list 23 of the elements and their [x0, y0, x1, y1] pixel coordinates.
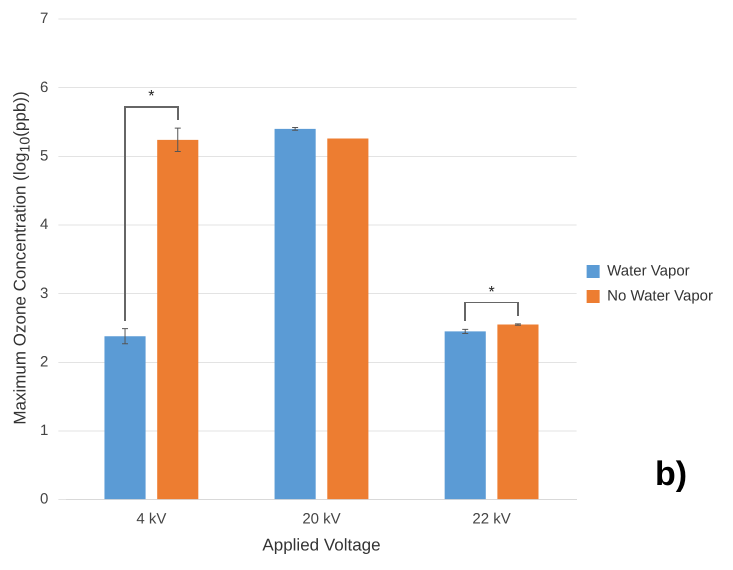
y-tick-label: 5: [40, 147, 48, 164]
bar: [327, 138, 368, 500]
annotation: *: [148, 88, 154, 106]
y-tick-label: 6: [40, 78, 48, 96]
bar: [444, 331, 486, 500]
bar: [497, 324, 539, 500]
x-tick-label: 22 kV: [472, 510, 511, 528]
bar: [104, 336, 146, 500]
bar: [274, 128, 316, 500]
y-tick-label: 2: [40, 353, 48, 370]
y-tick-label: 3: [40, 284, 48, 302]
x-tick-label: 4 kV: [136, 510, 166, 528]
x-axis-title: Applied Voltage: [262, 535, 381, 554]
x-tick-label: 20 kV: [302, 510, 341, 528]
legend-label: Water Vapor: [607, 262, 690, 280]
y-tick-label: 1: [40, 422, 48, 440]
y-tick-label: 7: [40, 10, 48, 28]
y-tick-label: 4: [40, 216, 48, 234]
text: b): [655, 455, 688, 494]
y-tick-label: 0: [40, 490, 48, 508]
annotation: *: [488, 284, 495, 302]
bar: [157, 140, 198, 500]
legend-label: No Water Vapor: [607, 288, 714, 305]
